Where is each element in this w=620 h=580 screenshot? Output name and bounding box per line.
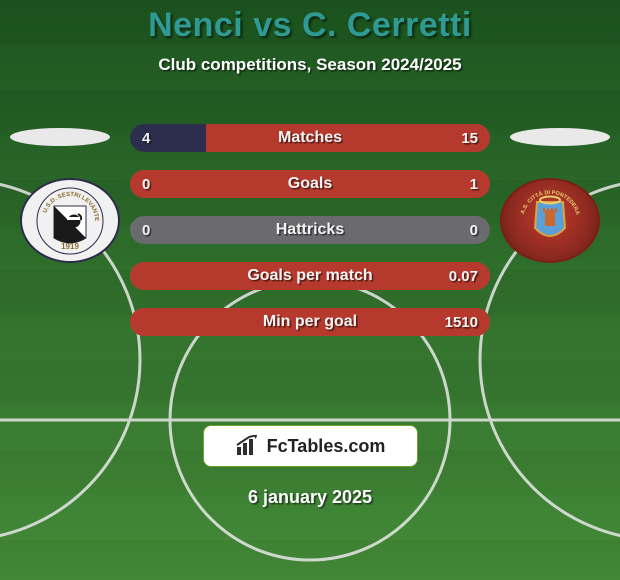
stat-bars: Matches415Goals01Hattricks00Goals per ma… bbox=[130, 124, 490, 354]
chart-icon bbox=[235, 435, 261, 457]
stat-value-right: 0 bbox=[470, 216, 478, 244]
stat-value-right: 1510 bbox=[445, 308, 478, 336]
branding-box[interactable]: FcTables.com bbox=[203, 425, 418, 467]
stat-bar-label: Min per goal bbox=[130, 308, 490, 336]
club-badge-left: U.S.D. SESTRI LEVANTE 1919 bbox=[20, 178, 120, 263]
subtitle: Club competitions, Season 2024/2025 bbox=[0, 55, 620, 75]
stat-value-left: 0 bbox=[142, 216, 150, 244]
club-badge-right-svg: A.S. CITTÀ DI PONTEDERA bbox=[515, 186, 585, 256]
player-left-flag bbox=[10, 128, 110, 146]
club-badge-left-svg: U.S.D. SESTRI LEVANTE 1919 bbox=[35, 186, 105, 256]
date-text: 6 january 2025 bbox=[0, 487, 620, 508]
stat-bar-label: Matches bbox=[130, 124, 490, 152]
stat-bar-label: Hattricks bbox=[130, 216, 490, 244]
stat-bar-label: Goals bbox=[130, 170, 490, 198]
stat-value-right: 15 bbox=[461, 124, 478, 152]
stat-bar: Matches4 15 bbox=[130, 124, 490, 152]
badge-left-year: 1919 bbox=[61, 242, 79, 251]
page-title: Nenci vs C. Cerretti bbox=[0, 6, 620, 45]
stat-value-right: 1 bbox=[470, 170, 478, 198]
branding-text: FcTables.com bbox=[267, 436, 386, 457]
stat-value-left: 0 bbox=[142, 170, 150, 198]
stat-value-left: 4 bbox=[142, 124, 150, 152]
stat-bar-label: Goals per match bbox=[130, 262, 490, 290]
stat-value-right: 0.07 bbox=[449, 262, 478, 290]
stat-bar: Goals0 1 bbox=[130, 170, 490, 198]
player-right-flag bbox=[510, 128, 610, 146]
stat-bar: Min per goal1510 bbox=[130, 308, 490, 336]
stat-bar: Hattricks0 0 bbox=[130, 216, 490, 244]
stat-bar: Goals per match0.07 bbox=[130, 262, 490, 290]
club-badge-right: A.S. CITTÀ DI PONTEDERA bbox=[500, 178, 600, 263]
